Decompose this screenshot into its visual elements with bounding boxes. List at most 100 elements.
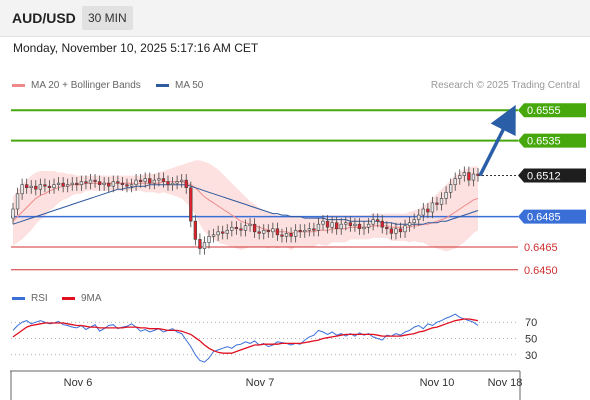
- candle: [403, 219, 407, 238]
- candle: [93, 174, 97, 188]
- candle-body: [43, 184, 47, 187]
- candle: [448, 178, 453, 199]
- candle: [467, 166, 471, 187]
- candle: [216, 225, 220, 241]
- price-tag-label: 0.6512: [527, 171, 561, 183]
- price-tag-label: 0.6465: [524, 242, 558, 254]
- candle-body: [75, 182, 79, 185]
- candle-body: [234, 226, 239, 230]
- candle: [66, 178, 70, 193]
- candle: [234, 221, 239, 235]
- candle: [211, 228, 216, 243]
- candle: [161, 172, 166, 188]
- ma50-swatch: [156, 84, 169, 87]
- candle: [20, 178, 24, 200]
- x-tick-label: Nov 18: [488, 377, 523, 389]
- candle-body: [430, 202, 435, 213]
- candle-body: [198, 239, 202, 249]
- x-tick-label: Nov 10: [420, 377, 455, 389]
- rsi-legend-label: RSI: [31, 293, 48, 304]
- candle-body: [189, 187, 193, 222]
- candle-body: [444, 191, 448, 199]
- candle-body: [421, 208, 425, 216]
- candle: [207, 230, 211, 249]
- candle-body: [471, 173, 476, 181]
- candle-body: [407, 222, 412, 227]
- candle-body: [138, 179, 143, 182]
- candles: [11, 166, 480, 255]
- candle-body: [221, 231, 225, 234]
- candle-body: [439, 198, 444, 205]
- candle-body: [56, 182, 61, 185]
- candle: [138, 174, 143, 188]
- symbol-label: AUD/USD: [12, 10, 76, 26]
- candle: [271, 222, 275, 238]
- forecast-arrow-line: [478, 104, 516, 177]
- candle-body: [202, 242, 207, 249]
- candle-body: [243, 225, 248, 231]
- price-tag-label: 0.6555: [527, 105, 561, 117]
- candle-body: [398, 228, 403, 233]
- candle-body: [330, 222, 334, 228]
- candle-body: [180, 179, 184, 182]
- candle: [43, 178, 47, 193]
- candle-body: [467, 172, 471, 181]
- candle: [107, 177, 111, 193]
- candle: [421, 202, 425, 222]
- candle: [389, 222, 394, 240]
- candle-body: [116, 181, 120, 184]
- rsi-ma-line: [12, 318, 479, 354]
- candle: [248, 218, 252, 232]
- candle: [11, 202, 15, 225]
- candle: [316, 218, 321, 237]
- candle-body: [207, 236, 211, 243]
- candle: [184, 174, 188, 194]
- candle-body: [458, 175, 462, 179]
- candle-body: [161, 178, 166, 182]
- candle-body: [216, 231, 220, 236]
- candle: [102, 177, 106, 191]
- candle: [417, 209, 421, 226]
- candle-body: [52, 184, 56, 189]
- candle: [230, 221, 234, 237]
- research-credit: Research © 2025 Trading Central: [430, 80, 580, 91]
- price-tag-label: 0.6535: [527, 136, 561, 148]
- candle-body: [252, 223, 257, 233]
- candle-body: [385, 226, 389, 230]
- candle: [79, 175, 84, 191]
- legend-rsi-ma: 9MA: [62, 293, 102, 304]
- candle-body: [102, 182, 106, 185]
- candle-body: [47, 185, 52, 189]
- candle: [321, 215, 325, 231]
- candle: [56, 177, 61, 191]
- candle-body: [148, 178, 152, 184]
- rsi-ma-swatch: [62, 297, 75, 300]
- candle-body: [93, 179, 97, 182]
- candle-body: [307, 228, 311, 231]
- timeframe-button[interactable]: 30 MIN: [82, 6, 133, 30]
- bollinger-band-area: [13, 160, 478, 252]
- price-tag-0.6512: 0.6512: [518, 168, 586, 183]
- candle: [34, 180, 38, 196]
- candle: [298, 224, 302, 238]
- candle-body: [298, 229, 302, 233]
- candle: [84, 175, 88, 190]
- candle-body: [394, 228, 398, 234]
- candle: [325, 215, 330, 234]
- candle: [166, 175, 170, 191]
- candle: [202, 236, 207, 255]
- candle-body: [426, 208, 430, 213]
- candle: [439, 192, 444, 211]
- candle: [148, 172, 152, 190]
- candle: [88, 174, 93, 190]
- candle-body: [230, 226, 234, 231]
- x-tick-label: Nov 6: [64, 377, 93, 389]
- ma20-swatch: [12, 84, 25, 87]
- forecast-arrow: [478, 104, 516, 177]
- candle-body: [29, 185, 33, 189]
- candle: [116, 175, 120, 190]
- candle: [380, 215, 384, 234]
- candle: [170, 177, 175, 191]
- candle: [348, 216, 353, 232]
